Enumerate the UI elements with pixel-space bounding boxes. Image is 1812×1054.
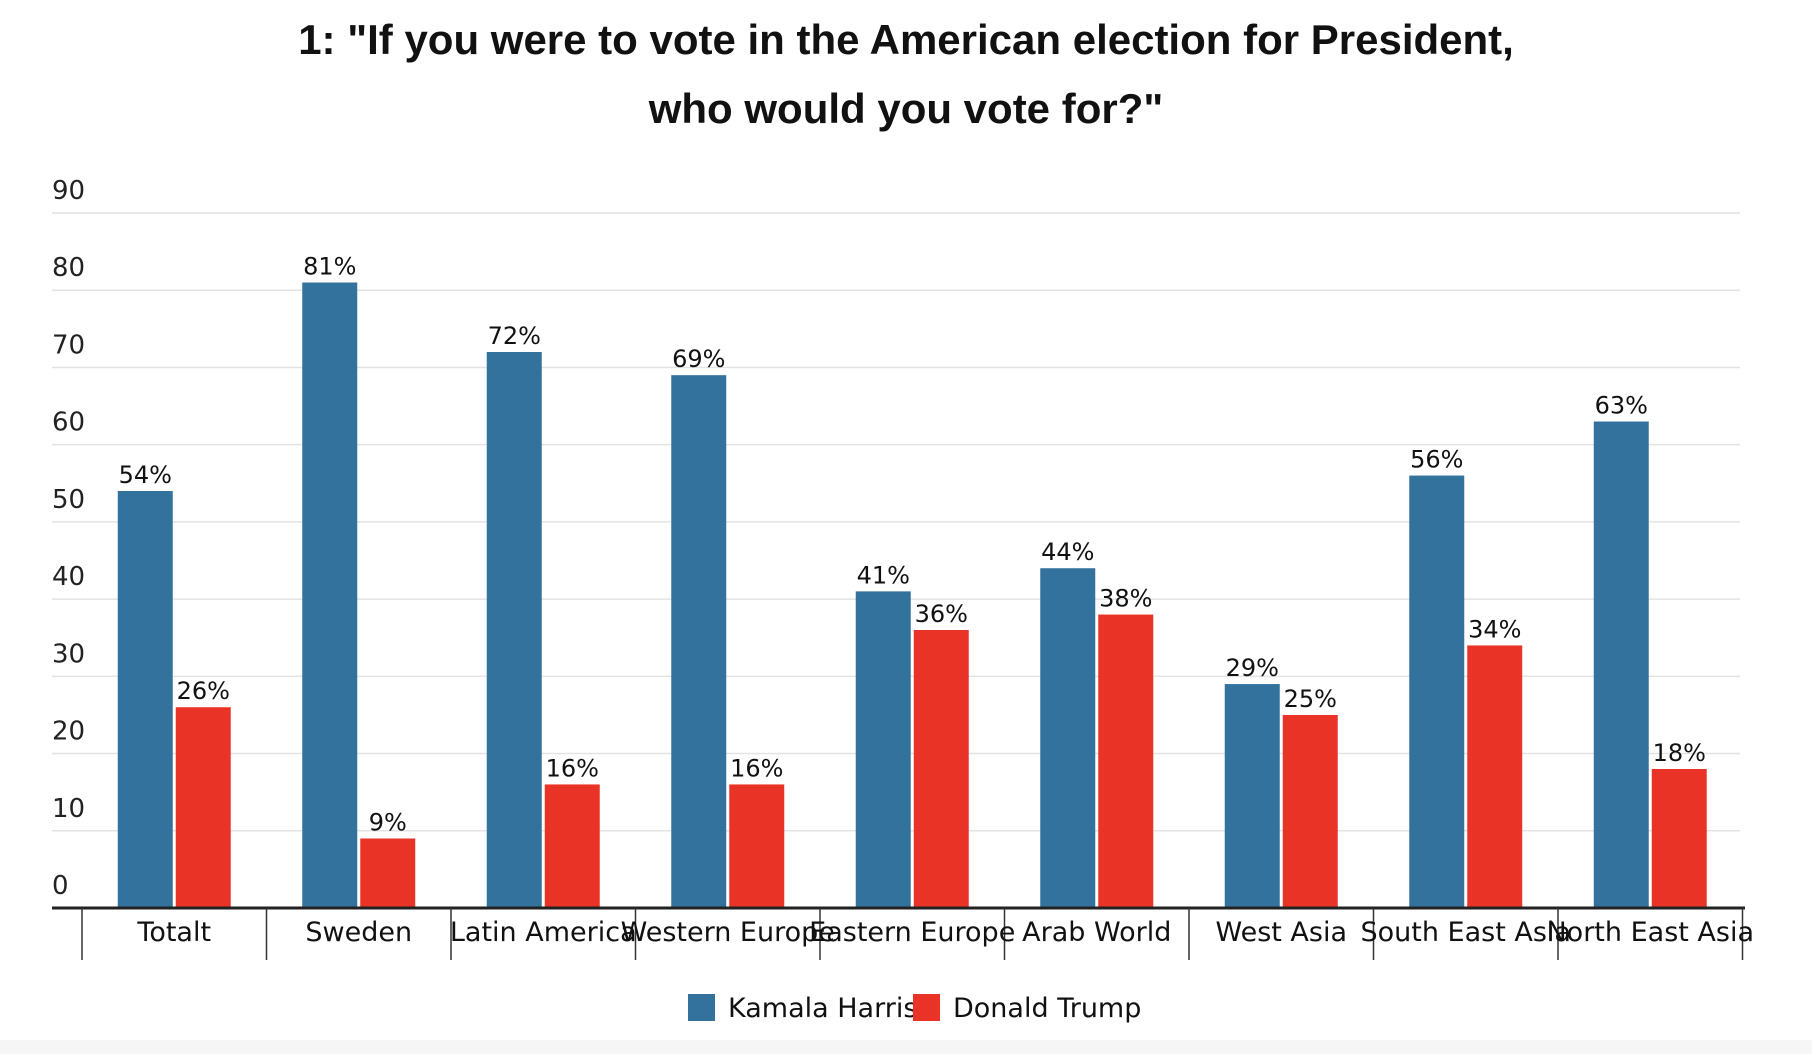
data-labels: 54% 26% 81% 9% 72% 16% 69% 16% 41%36% 44%38% 29%25…	[119, 253, 1706, 837]
data-label: 26%	[177, 677, 230, 705]
data-label: 16%	[546, 754, 599, 782]
data-label: 69%	[672, 345, 725, 373]
y-tick-label: 80	[52, 253, 85, 283]
bar-harris	[302, 282, 358, 908]
y-tick-label: 0	[52, 871, 69, 901]
data-label: 18%	[1653, 739, 1706, 767]
bar-harris	[1224, 684, 1280, 908]
bar-harris	[1593, 421, 1649, 908]
legend-label-trump: Donald Trump	[953, 993, 1141, 1024]
x-tick-label: Latin America	[450, 917, 637, 948]
bar-trump	[1651, 769, 1707, 908]
x-tick-label: North East Asia	[1546, 917, 1754, 948]
bar-harris	[486, 352, 542, 908]
bar-harris	[1409, 475, 1465, 908]
y-tick-label: 30	[52, 639, 85, 669]
y-tick-label: 90	[52, 176, 85, 206]
data-label: 41%	[857, 561, 910, 589]
y-tick-label: 40	[52, 562, 85, 592]
bar-harris	[117, 491, 173, 908]
bar-trump	[729, 784, 785, 908]
data-label: 38%	[1099, 585, 1152, 613]
data-label: 34%	[1468, 615, 1521, 643]
bar-trump	[1098, 614, 1154, 908]
legend: Kamala Harris Donald Trump	[688, 993, 1141, 1024]
bar-harris	[1040, 568, 1096, 908]
x-tick-label: Eastern Europe	[809, 917, 1015, 948]
y-tick-label: 60	[52, 408, 85, 438]
bar-trump	[1282, 714, 1338, 908]
x-tick-label: Arab World	[1022, 917, 1171, 948]
bar-trump	[175, 707, 231, 908]
x-tick-label: West Asia	[1215, 917, 1347, 948]
y-tick-label: 50	[52, 485, 85, 515]
bar-harris	[671, 375, 727, 909]
data-label: 36%	[915, 600, 968, 628]
data-label: 16%	[730, 754, 783, 782]
bar-trump	[913, 630, 969, 908]
data-label: 29%	[1226, 654, 1279, 682]
bottom-band	[0, 1040, 1812, 1054]
bar-harris	[855, 591, 911, 908]
y-tick-label: 70	[52, 330, 85, 360]
x-tick-label: Totalt	[136, 917, 211, 948]
bar-trump	[1467, 645, 1523, 908]
legend-swatch-harris	[688, 994, 715, 1021]
bar-trump	[360, 838, 416, 908]
data-label: 56%	[1410, 446, 1463, 474]
y-tick-label: 20	[52, 717, 85, 747]
legend-label-harris: Kamala Harris	[728, 993, 917, 1024]
x-tick-label: Sweden	[305, 917, 412, 948]
y-axis-ticks: 0 10 20 30 40 50 60 70 80 90	[52, 176, 85, 901]
x-tick-label: Western Europe	[621, 917, 835, 948]
x-tick-label: South East Asia	[1361, 917, 1571, 948]
bar-trump	[544, 784, 600, 908]
bars	[117, 282, 1707, 909]
data-label: 72%	[488, 322, 541, 350]
y-tick-label: 10	[52, 794, 85, 824]
chart-title-line-1: 1: "If you were to vote in the American …	[298, 16, 1514, 63]
legend-swatch-trump	[913, 994, 940, 1021]
data-label: 63%	[1595, 392, 1648, 420]
data-label: 54%	[119, 461, 172, 489]
chart-title-line-2: who would you vote for?"	[648, 85, 1164, 132]
data-label: 44%	[1041, 538, 1094, 566]
data-label: 81%	[303, 253, 356, 281]
data-label: 9%	[369, 809, 407, 837]
data-label: 25%	[1284, 685, 1337, 713]
